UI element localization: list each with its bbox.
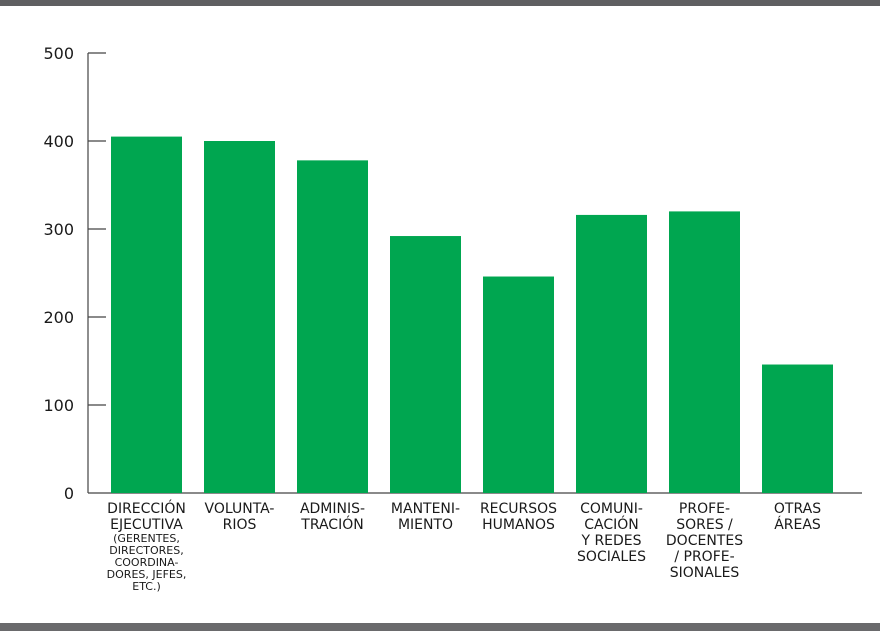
x-tick-label: DOCENTES <box>666 533 743 549</box>
x-tick-label: Y REDES <box>580 533 641 549</box>
x-tick-sublabel: COORDINA- <box>115 556 179 569</box>
x-tick-sublabel: DORES, JEFES, <box>107 568 187 581</box>
x-tick-label: MIENTO <box>398 517 453 533</box>
x-tick-label: / PROFE- <box>674 549 734 565</box>
bottom-rule <box>0 623 880 631</box>
y-tick-label: 200 <box>43 308 74 327</box>
x-tick-label: RECURSOS <box>480 501 557 517</box>
chart-x-labels: DIRECCIÓNEJECUTIVA(GERENTES,DIRECTORES,C… <box>107 499 822 593</box>
chart-bars <box>111 136 833 494</box>
x-tick-label: CACIÓN <box>584 515 639 533</box>
x-tick-label: MANTENI- <box>391 501 460 517</box>
y-tick-label: 300 <box>43 220 74 239</box>
x-tick-label: VOLUNTA- <box>205 501 275 517</box>
x-tick-label: TRACIÓN <box>300 515 363 533</box>
y-tick-label: 0 <box>64 484 74 503</box>
x-tick-label: ADMINIS- <box>300 501 365 517</box>
bar <box>390 236 461 494</box>
x-tick-label: PROFE- <box>679 501 730 517</box>
bar <box>669 211 740 493</box>
x-tick-label: EJECUTIVA <box>110 517 183 533</box>
x-tick-label: DIRECCIÓN <box>107 499 186 517</box>
bar <box>483 276 554 493</box>
bar <box>762 364 833 493</box>
y-tick-label: 400 <box>43 132 74 151</box>
y-tick-label: 100 <box>43 396 74 415</box>
y-tick-label: 500 <box>43 44 74 63</box>
x-tick-label: HUMANOS <box>482 517 555 533</box>
x-tick-sublabel: ETC.) <box>132 580 161 593</box>
bar <box>297 160 368 494</box>
x-tick-label: SOCIALES <box>577 549 646 565</box>
top-rule <box>0 0 880 6</box>
x-tick-label: SIONALES <box>670 565 740 581</box>
x-tick-label: COMUNI- <box>580 501 643 517</box>
bar <box>111 136 182 493</box>
x-tick-label: OTRAS <box>774 501 821 517</box>
x-tick-sublabel: DIRECTORES, <box>109 544 183 557</box>
x-tick-sublabel: (GERENTES, <box>113 532 180 545</box>
x-tick-label: SORES / <box>676 517 733 533</box>
bar <box>576 214 647 494</box>
x-tick-label: ÁREAS <box>774 516 821 533</box>
bar <box>204 141 275 493</box>
x-tick-label: RIOS <box>223 517 257 533</box>
